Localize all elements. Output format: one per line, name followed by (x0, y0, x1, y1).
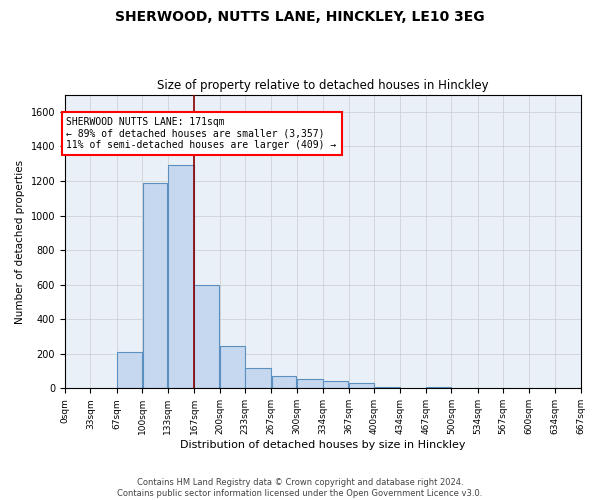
Bar (297, 379, 323, 388)
Bar (272, 376, 296, 388)
Text: Contains HM Land Registry data © Crown copyright and database right 2024.
Contai: Contains HM Land Registry data © Crown c… (118, 478, 482, 498)
Bar (143, 182, 167, 388)
Bar (426, 386, 451, 388)
Bar (245, 368, 271, 388)
Text: SHERWOOD NUTTS LANE: 171sqm
← 89% of detached houses are smaller (3,357)
11% of : SHERWOOD NUTTS LANE: 171sqm ← 89% of det… (67, 117, 337, 150)
Bar (168, 166, 194, 388)
Title: Size of property relative to detached houses in Hinckley: Size of property relative to detached ho… (157, 79, 488, 92)
Text: SHERWOOD, NUTTS LANE, HINCKLEY, LE10 3EG: SHERWOOD, NUTTS LANE, HINCKLEY, LE10 3EG (115, 10, 485, 24)
Bar (194, 284, 219, 389)
Bar (349, 383, 374, 388)
Y-axis label: Number of detached properties: Number of detached properties (15, 160, 25, 324)
X-axis label: Distribution of detached houses by size in Hinckley: Distribution of detached houses by size … (180, 440, 466, 450)
Bar (374, 386, 400, 388)
Bar (323, 380, 348, 388)
Bar (220, 346, 245, 389)
Bar (117, 352, 142, 389)
